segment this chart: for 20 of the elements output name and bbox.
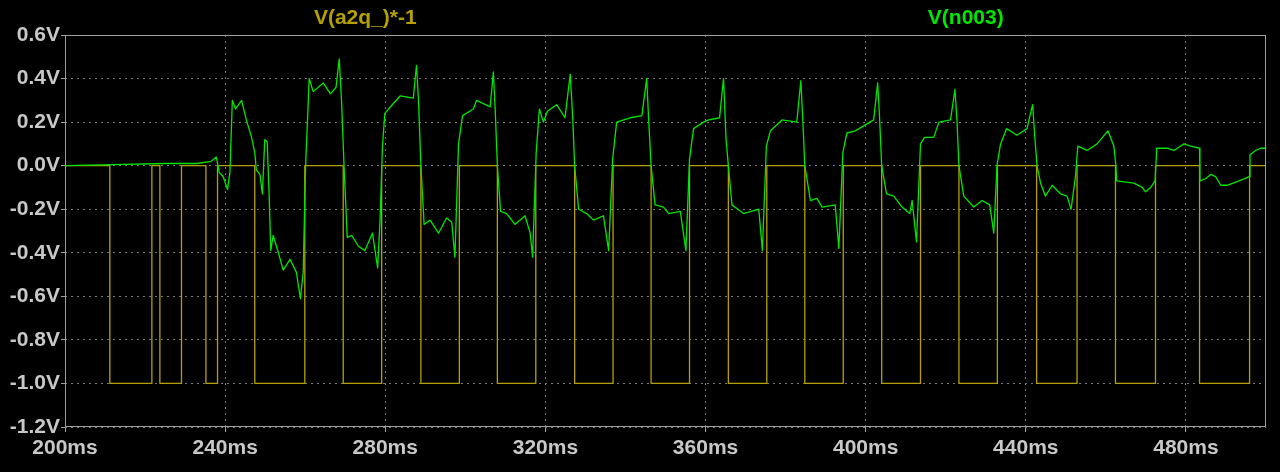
y-tick-label: -0.6V [9, 283, 60, 307]
y-tick-label: -1.0V [9, 370, 60, 394]
y-tick-label: 0.2V [16, 108, 60, 132]
x-tick-label: 320ms [512, 435, 579, 459]
y-tick-label: -0.8V [9, 326, 60, 350]
x-tick-label: 360ms [672, 435, 739, 459]
text: V(a2q_)*-1 [313, 5, 417, 29]
y-tick-label: 0.4V [16, 65, 60, 89]
x-tick-label: 440ms [993, 435, 1059, 459]
y-tick-label: 0.0V [16, 152, 60, 176]
y-tick-label: -0.4V [9, 239, 60, 263]
y-tick-label: -0.2V [9, 196, 60, 220]
x-tick-label: 480ms [1153, 435, 1219, 459]
x-tick-label: 400ms [832, 435, 899, 459]
text: V(n003) [927, 5, 1004, 29]
y-tick-label: -1.2V [9, 413, 60, 437]
x-tick-label: 240ms [192, 435, 258, 459]
x-tick-label: 200ms [32, 435, 98, 459]
y-tick-label: 0.6V [16, 21, 60, 45]
x-tick-label: 280ms [352, 435, 418, 459]
